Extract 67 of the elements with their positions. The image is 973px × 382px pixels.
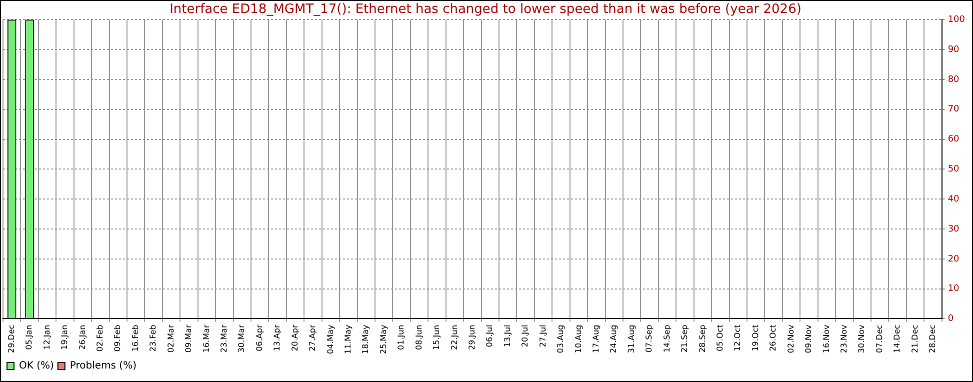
x-tick-label: 04.May xyxy=(326,324,335,354)
x-tick-label: 28.Dec xyxy=(928,324,938,353)
x-tick-label: 20.Apr xyxy=(290,324,300,352)
x-tick-label: 21.Dec xyxy=(910,324,920,353)
x-tick-label: 13.Apr xyxy=(272,324,282,352)
x-tick-label: 23.Feb xyxy=(148,324,158,352)
y-tick-label: 80 xyxy=(948,74,960,85)
x-tick-label: 24.Aug xyxy=(609,324,618,354)
x-tick-label: 11.May xyxy=(343,324,352,354)
x-tick-label: 20.Jul xyxy=(520,324,530,348)
x-tick-label: 01.Jun xyxy=(396,324,406,350)
x-tick-label: 05.Oct xyxy=(715,324,724,352)
x-tick-label: 09.Nov xyxy=(804,324,814,354)
x-tick-label: 15.Jun xyxy=(432,324,442,350)
x-tick-label: 16.Feb xyxy=(130,324,140,352)
y-tick-label: 70 xyxy=(948,104,960,115)
y-tick-label: 100 xyxy=(948,14,966,25)
x-tick-label: 27.Jul xyxy=(538,324,548,348)
x-tick-label: 25.May xyxy=(378,324,388,354)
x-tick-label: 14.Sep xyxy=(662,324,672,353)
x-tick-label: 02.Mar xyxy=(166,324,176,353)
x-tick-label: 22.Jun xyxy=(450,324,459,350)
y-tick-label: 20 xyxy=(948,254,960,264)
x-tick-label: 30.Nov xyxy=(857,324,866,354)
x-tick-label: 29.Jun xyxy=(467,324,476,350)
legend-label: OK (%) xyxy=(19,360,54,372)
y-tick-label: 30 xyxy=(948,224,960,234)
x-tick-label: 21.Sep xyxy=(680,324,690,353)
x-tick-label: 09.Feb xyxy=(113,324,122,352)
x-tick-label: 09.Mar xyxy=(184,324,194,353)
y-tick-label: 40 xyxy=(948,194,960,204)
x-tick-label: 23.Nov xyxy=(839,324,848,354)
x-tick-label: 02.Feb xyxy=(96,324,105,352)
x-tick-label: 23.Mar xyxy=(220,324,228,353)
x-tick-label: 26.Oct xyxy=(768,324,778,352)
x-tick-label: 12.Jan xyxy=(42,324,52,350)
x-tick-label: 07.Sep xyxy=(644,324,654,353)
x-tick-label: 10.Aug xyxy=(574,324,583,354)
x-tick-label: 02.Nov xyxy=(786,324,796,354)
x-tick-label: 05.Jan xyxy=(24,324,34,350)
x-tick-label: 14.Dec xyxy=(892,324,902,353)
x-tick-label: 27.Apr xyxy=(308,324,318,352)
x-tick-label: 16.Mar xyxy=(202,324,211,353)
x-tick-label: 07.Dec xyxy=(874,324,884,353)
x-tick-label: 06.Apr xyxy=(254,324,264,352)
x-tick-label: 17.Aug xyxy=(591,324,600,354)
x-tick-label: 03.Aug xyxy=(556,324,566,354)
y-tick-label: 0 xyxy=(948,314,954,324)
x-tick-label: 06.Jul xyxy=(485,324,494,348)
x-tick-label: 30.Mar xyxy=(237,324,246,353)
legend-label: Problems (%) xyxy=(70,360,137,372)
x-tick-label: 08.Jun xyxy=(414,324,424,350)
x-tick-label: 16.Nov xyxy=(822,324,831,354)
x-tick-label: 19.Oct xyxy=(750,324,760,352)
x-tick-label: 29.Dec xyxy=(6,324,16,353)
x-tick-label: 26.Jan xyxy=(78,324,87,350)
y-tick-label: 90 xyxy=(948,44,960,55)
x-tick-label: 18.May xyxy=(361,324,370,354)
y-tick-label: 60 xyxy=(948,134,960,145)
x-tick-label: 12.Oct xyxy=(733,324,742,352)
chart-title: Interface ED18_MGMT_17(): Ethernet has changed to lower speed than it was before (year 2026) xyxy=(170,2,802,18)
y-tick-label: 50 xyxy=(948,164,960,175)
x-tick-label: 28.Sep xyxy=(698,324,707,353)
x-tick-label: 19.Jan xyxy=(60,324,70,350)
y-tick-label: 10 xyxy=(948,284,960,294)
x-tick-label: 13.Jul xyxy=(502,324,512,348)
x-tick-label: 31.Aug xyxy=(626,324,636,354)
